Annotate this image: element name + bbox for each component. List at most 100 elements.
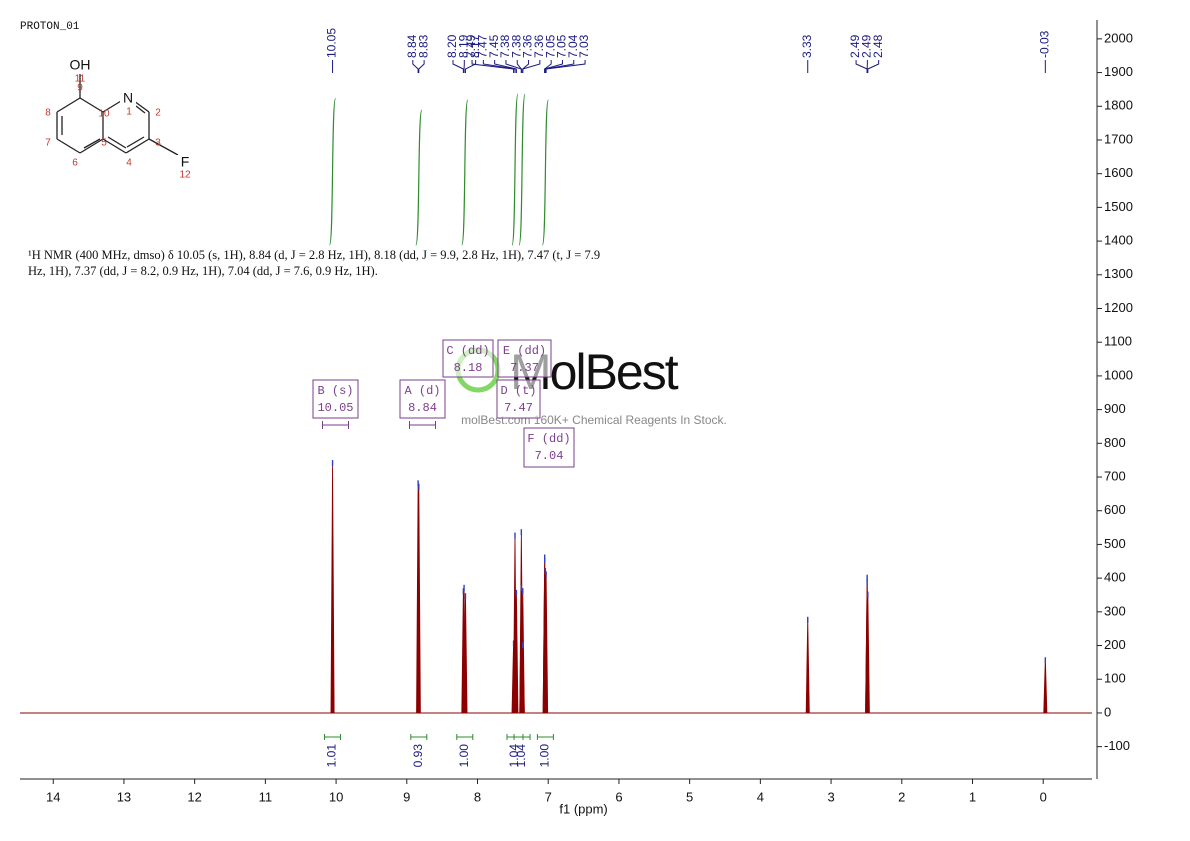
multiplet-name: E (dd) xyxy=(503,344,546,358)
atom-label: 8 xyxy=(45,108,51,119)
peak-label: 8.19 xyxy=(456,34,470,58)
peak-label: 2.49 xyxy=(848,34,862,58)
multiplet-shift: 7.04 xyxy=(535,449,564,463)
x-tick-label: 1 xyxy=(969,789,976,804)
peak-label: 8.83 xyxy=(416,34,430,58)
atom-label: 10 xyxy=(98,109,110,120)
atom-mask xyxy=(177,155,193,171)
x-tick-label: 10 xyxy=(329,789,343,804)
x-tick-label: 11 xyxy=(259,789,273,804)
peak-label: 7.38 xyxy=(498,34,512,58)
integral-label: 1.04 xyxy=(514,744,528,768)
peak-connector xyxy=(516,60,522,73)
peak-label: 7.05 xyxy=(543,34,557,58)
peak-connector xyxy=(471,60,515,73)
y-tick-label: 1600 xyxy=(1104,165,1133,180)
peak-label: 3.33 xyxy=(800,34,814,58)
peak-label: 8.84 xyxy=(405,34,419,58)
multiplet-name: C (dd) xyxy=(446,344,489,358)
peak-connector xyxy=(482,60,516,73)
multiplet-shift: 8.18 xyxy=(454,361,483,375)
integral-bracket xyxy=(410,734,428,740)
molecule-bonds xyxy=(56,74,179,156)
multiplet-shift: 7.47 xyxy=(504,401,533,415)
peak-label: 10.05 xyxy=(325,28,339,58)
peak-label: 7.04 xyxy=(566,34,580,58)
multiplet-bracket xyxy=(322,421,349,429)
integral-label: 1.04 xyxy=(507,744,521,768)
y-tick-label: 1000 xyxy=(1104,367,1133,382)
y-tick-label: 1400 xyxy=(1104,233,1133,248)
peak xyxy=(520,642,525,714)
atom-label: 4 xyxy=(126,158,132,169)
peak-label: -0.03 xyxy=(1038,30,1052,58)
y-tick-label: 1700 xyxy=(1104,131,1133,146)
atom-label: 7 xyxy=(45,138,51,149)
y-tick-label: 2000 xyxy=(1104,30,1133,45)
multiplet-shift: 8.84 xyxy=(408,401,437,415)
y-tick-label: 400 xyxy=(1104,570,1126,585)
y-tick-label: 0 xyxy=(1104,704,1111,719)
peak-label: 8.20 xyxy=(445,34,459,58)
peak-label: 7.45 xyxy=(487,34,501,58)
peak xyxy=(544,571,549,714)
x-tick-label: 14 xyxy=(46,789,60,804)
integral-bracket xyxy=(513,734,531,740)
atom-label: 1 xyxy=(126,107,132,118)
integral-curve xyxy=(511,93,519,246)
peak-label: 7.36 xyxy=(521,34,535,58)
x-tick-label: 9 xyxy=(403,789,410,804)
peak-connector xyxy=(522,60,530,73)
peak xyxy=(330,460,335,714)
atom-label: 5 xyxy=(101,138,107,149)
atom-label: F xyxy=(181,154,190,170)
peak xyxy=(514,589,519,714)
peak-label: 2.48 xyxy=(871,34,885,58)
peak-connector xyxy=(544,60,563,73)
peak-connector xyxy=(412,60,419,73)
multiplet-shift: 10.05 xyxy=(317,401,353,415)
y-tick-label: 1300 xyxy=(1104,266,1133,281)
multiplet-box xyxy=(312,379,359,419)
x-tick-label: 4 xyxy=(757,789,764,804)
peak-connector xyxy=(418,60,425,73)
peak xyxy=(463,593,468,714)
integral-label: 1.00 xyxy=(457,744,471,768)
atom-label: 11 xyxy=(75,74,86,85)
multiplet-shift: 7.37 xyxy=(510,361,539,375)
peak-connector xyxy=(452,60,464,73)
y-tick-label: 1500 xyxy=(1104,199,1133,214)
integral-label: 1.01 xyxy=(325,744,339,768)
header: PROTON_01 xyxy=(20,21,80,33)
integral-bracket xyxy=(536,734,554,740)
peak-label: 7.05 xyxy=(555,34,569,58)
peak-connector xyxy=(494,60,517,73)
y-tick-label: 1100 xyxy=(1104,334,1132,349)
peak-label: 7.47 xyxy=(476,34,490,58)
peak xyxy=(805,616,810,714)
integral-bracket xyxy=(456,734,474,740)
y-tick-label: 1200 xyxy=(1104,300,1133,315)
y-tick-label: 300 xyxy=(1104,603,1126,618)
atom-label: 6 xyxy=(72,158,78,169)
peak-label: 2.49 xyxy=(860,34,874,58)
peak-connector xyxy=(855,60,868,73)
peak-label: 8.17 xyxy=(468,34,482,58)
x-tick-label: 0 xyxy=(1040,789,1047,804)
multiplet-box xyxy=(399,379,446,419)
multiplet-name: A (d) xyxy=(404,384,440,398)
x-tick-label: 8 xyxy=(474,789,481,804)
atom-label: OH xyxy=(70,57,91,73)
x-tick-label: 13 xyxy=(117,789,131,804)
peak xyxy=(1043,657,1048,714)
multiplet-name: B (s) xyxy=(317,384,353,398)
y-tick-label: 900 xyxy=(1104,401,1126,416)
multiplet-box xyxy=(523,427,575,468)
y-tick-label: 700 xyxy=(1104,468,1126,483)
peak-connector xyxy=(522,60,541,73)
x-tick-label: 3 xyxy=(827,789,834,804)
peak xyxy=(865,591,870,714)
atom-label: 3 xyxy=(155,138,161,149)
